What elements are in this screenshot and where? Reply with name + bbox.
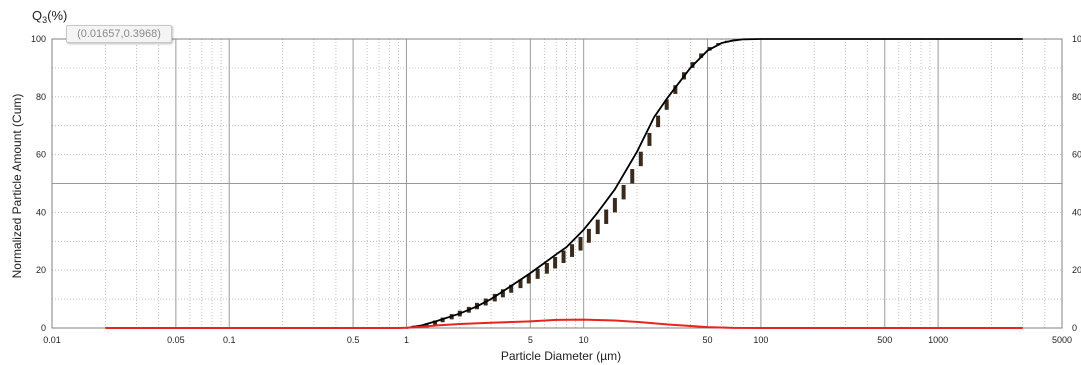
y-tick-label-right: 0 [1072, 323, 1077, 333]
x-tick-label: 0.5 [347, 335, 360, 345]
y-tick-label: 0 [41, 323, 46, 333]
x-tick-label: 500 [877, 335, 892, 345]
x-tick-label: 0.01 [43, 335, 61, 345]
error-bar [656, 115, 661, 128]
x-tick-label: 10 [579, 335, 589, 345]
error-bar [570, 244, 575, 257]
y-tick-label-right: 60 [1072, 150, 1081, 160]
y-axis-title: Normalized Particle Amount (Cum) [10, 94, 24, 279]
error-bar [595, 219, 600, 235]
error-bar [612, 197, 617, 213]
y-tick-label: 100 [31, 34, 46, 44]
frequency-curve [105, 318, 1023, 329]
major-grid [52, 39, 1063, 328]
y-tick-label-right: 10 [1072, 34, 1081, 44]
error-bar [535, 268, 540, 279]
y-tick-label: 80 [36, 92, 46, 102]
x-tick-label: 0.1 [223, 335, 236, 345]
error-bar [553, 256, 558, 269]
x-tick-label: 100 [753, 335, 768, 345]
y-tick-label: 40 [36, 207, 46, 217]
error-bar [561, 250, 566, 263]
error-bar [630, 169, 635, 184]
error-bar [578, 236, 583, 251]
q3-axis-title: Q3(%) [32, 8, 67, 25]
x-axis-title: Particle Diameter (µm) [501, 349, 621, 363]
x-tick-label: 1 [404, 335, 409, 345]
cumulative-curve [406, 38, 1023, 329]
error-bar [500, 289, 505, 298]
error-bar [699, 53, 704, 58]
error-bar [526, 274, 531, 284]
y-tick-label: 60 [36, 150, 46, 160]
y-tick-labels-left: 0 20 40 60 80 100 [31, 34, 46, 333]
y-tick-label: 20 [36, 265, 46, 275]
plot-frame [51, 38, 1063, 329]
x-tick-label: 5 [528, 335, 533, 345]
error-bar [518, 279, 523, 289]
x-tick-label: 1000 [928, 335, 948, 345]
y-tick-label-right: 40 [1072, 207, 1081, 217]
y-tick-label-right: 20 [1072, 265, 1081, 275]
error-bar [509, 284, 514, 293]
x-tick-label: 50 [703, 335, 713, 345]
error-bar [621, 184, 626, 200]
error-bar [604, 209, 609, 224]
x-tick-label: 0.05 [167, 335, 185, 345]
y-tick-labels-right: 0 20 40 60 80 10 [1072, 34, 1081, 333]
x-tick-labels: 0.01 0.05 0.1 0.5 1 5 10 50 100 500 1000 5000 [43, 335, 1072, 345]
series-layer [105, 38, 1023, 329]
y-tick-label-right: 80 [1072, 92, 1081, 102]
error-bar [638, 151, 643, 167]
error-bar [544, 262, 549, 274]
error-bar [673, 85, 678, 94]
error-bar [586, 228, 591, 243]
coordinate-tooltip: (0.01657,0.3968) [66, 25, 172, 43]
error-bar [433, 320, 438, 326]
error-bar [647, 132, 652, 146]
error-bar [664, 99, 669, 110]
x-tick-label: 5000 [1052, 335, 1072, 345]
